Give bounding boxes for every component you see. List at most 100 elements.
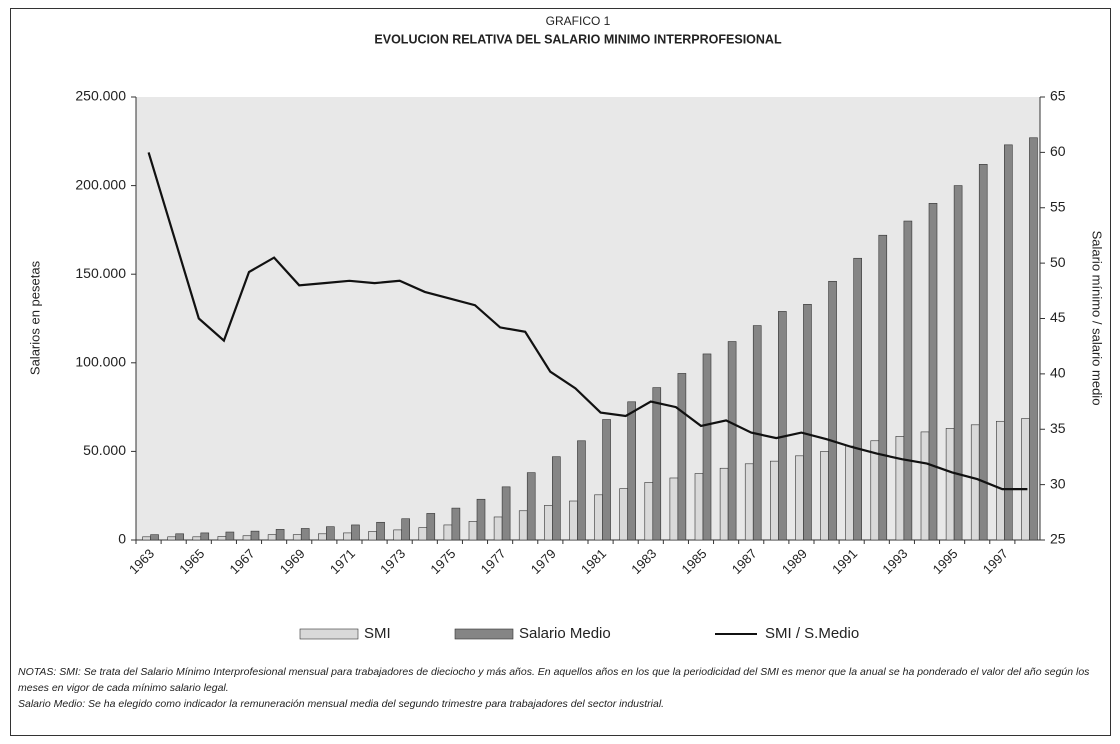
bar [468,521,478,541]
y-tick-label: 200.000 [75,176,126,192]
y2-tick-label: 60 [1050,143,1066,159]
x-tick-label: 1963 [126,546,157,577]
bar [326,526,335,541]
bar [493,516,503,541]
bar [167,536,176,541]
bar [292,534,302,541]
x-tick-label: 1971 [327,546,358,577]
y-tick-label: 250.000 [75,88,126,104]
legend-swatch [454,628,514,640]
bar [368,531,377,541]
y2-tick-label: 45 [1050,309,1066,325]
bar [225,531,235,541]
bar [418,527,428,541]
bar [996,420,1005,541]
line-series [147,152,1028,491]
bar [727,341,737,541]
note: Salario Medio: Se ha elegido como indica… [18,698,665,710]
x-tick-label: 1985 [678,546,709,577]
x-tick-label: 1981 [578,546,609,577]
bar [443,524,453,541]
bar [920,431,930,541]
legend-label: Salario Medio [519,625,611,642]
bar [853,257,862,541]
y-tick-label: 0 [118,531,126,547]
bar [175,533,184,541]
y-tick-label: 150.000 [75,265,126,281]
bar [845,445,854,541]
x-tick-label: 1993 [879,546,910,577]
bar [1021,418,1030,541]
y-tick-label: 100.000 [75,354,126,370]
bar [318,533,327,541]
bar [803,304,812,541]
bar [518,510,528,541]
bar [953,185,963,541]
bar [577,440,586,541]
bar [569,500,578,541]
bar [928,203,938,541]
x-tick-label: 1967 [226,546,257,577]
bar [602,419,611,541]
bar [895,436,905,541]
bar [275,529,285,541]
bar [795,455,804,541]
x-tick-label: 1977 [478,546,509,577]
x-tick-label: 1997 [980,546,1011,577]
bar [150,534,159,541]
y-tick-label: 50.000 [83,442,126,458]
bar [652,387,662,541]
bar [376,521,385,541]
bar [343,532,352,541]
bar [702,353,712,541]
chart-subtitle: EVOLUCION RELATIVA DEL SALARIO MINIMO IN… [374,32,782,46]
bar [778,311,787,541]
bar [970,424,980,541]
bar [903,220,913,541]
bar [669,477,679,541]
legend-label: SMI / S.Medio [765,625,859,642]
y2-tick-label: 50 [1050,254,1066,270]
bar [1004,144,1013,541]
x-tick-label: 1965 [176,546,207,577]
bar [426,513,436,541]
bar [978,164,988,541]
bar [694,473,704,541]
note: NOTAS: SMI: Se trata del Salario Mínimo … [18,666,1090,694]
bar [200,532,210,541]
y2-tick-label: 25 [1050,531,1066,547]
x-tick-label: 1973 [377,546,408,577]
y2-tick-label: 55 [1050,198,1066,214]
legend-swatch [299,628,359,640]
bar [476,498,486,541]
bar [526,472,536,541]
bar [544,505,553,541]
legend-label: SMI [364,625,391,642]
bar [451,507,461,541]
y2-axis-label: Salario mínimo / salario medio [1090,231,1105,406]
bar [1029,137,1038,541]
bar [878,234,888,541]
bar [677,373,687,541]
y2-tick-label: 30 [1050,475,1066,491]
bar [192,536,202,541]
x-tick-label: 1975 [427,546,458,577]
x-tick-label: 1983 [628,546,659,577]
bar [719,467,729,541]
bar [142,536,151,541]
bar [627,401,636,541]
bar [945,428,955,541]
bar [828,280,837,541]
plot-area [136,97,1040,540]
bar [820,451,829,541]
bar [242,535,252,541]
bar [250,530,260,541]
x-tick-label: 1991 [829,546,860,577]
bar [770,460,779,541]
bar [300,528,310,541]
x-tick-label: 1989 [779,546,810,577]
bar [351,524,360,541]
x-tick-label: 1979 [528,546,559,577]
x-tick-label: 1995 [930,546,961,577]
bar [217,536,227,541]
